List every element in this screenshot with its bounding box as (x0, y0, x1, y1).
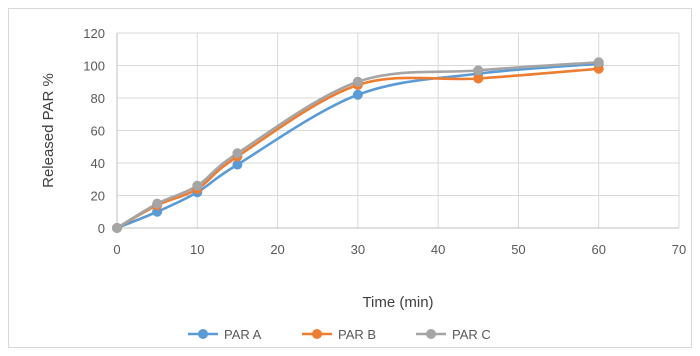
legend-swatch-marker-par-a (198, 329, 208, 339)
chart-container: 0 20 40 60 80 100 120 0 10 20 30 40 50 60 70 Time (min… (8, 8, 692, 348)
data-point-par-a (232, 159, 243, 170)
legend-swatch-marker-par-b (312, 329, 322, 339)
data-point-par-c (112, 223, 122, 233)
x-tick-label: 60 (591, 242, 605, 257)
x-axis-title: Time (min) (362, 294, 433, 311)
data-point-par-a (352, 89, 363, 100)
legend-label-par-b: PAR B (338, 327, 376, 342)
y-tick-label: 100 (83, 59, 105, 74)
legend-label-par-c: PAR C (452, 327, 491, 342)
x-tick-label: 40 (431, 242, 445, 257)
x-tick-label: 30 (351, 242, 365, 257)
data-point-par-c (352, 76, 363, 87)
data-point-par-c (152, 198, 163, 209)
x-tick-label: 10 (190, 242, 204, 257)
line-chart: 0 20 40 60 80 100 120 0 10 20 30 40 50 60 70 Time (min… (40, 26, 686, 342)
x-tick-label: 0 (113, 242, 120, 257)
x-tick-label: 50 (511, 242, 525, 257)
series-markers (112, 57, 604, 233)
legend: PAR A PAR B PAR C (188, 327, 491, 342)
data-point-par-b (473, 73, 484, 84)
tick-labels: 0 20 40 60 80 100 120 0 10 20 30 40 50 60 70 (83, 26, 686, 257)
data-point-par-c (232, 148, 243, 159)
axes (116, 33, 679, 229)
data-point-par-c (473, 65, 484, 76)
data-point-par-c (593, 57, 604, 68)
y-tick-label: 0 (98, 221, 105, 236)
legend-swatch-marker-par-c (426, 329, 436, 339)
x-tick-label: 70 (672, 242, 686, 257)
y-tick-label: 120 (83, 26, 105, 41)
y-tick-label: 60 (91, 124, 105, 139)
y-tick-label: 20 (91, 189, 105, 204)
y-tick-label: 40 (91, 156, 105, 171)
y-axis-title: Released PAR % (40, 73, 57, 188)
y-tick-label: 80 (91, 91, 105, 106)
data-point-par-c (192, 180, 203, 191)
legend-label-par-a: PAR A (224, 327, 262, 342)
x-tick-label: 20 (270, 242, 284, 257)
